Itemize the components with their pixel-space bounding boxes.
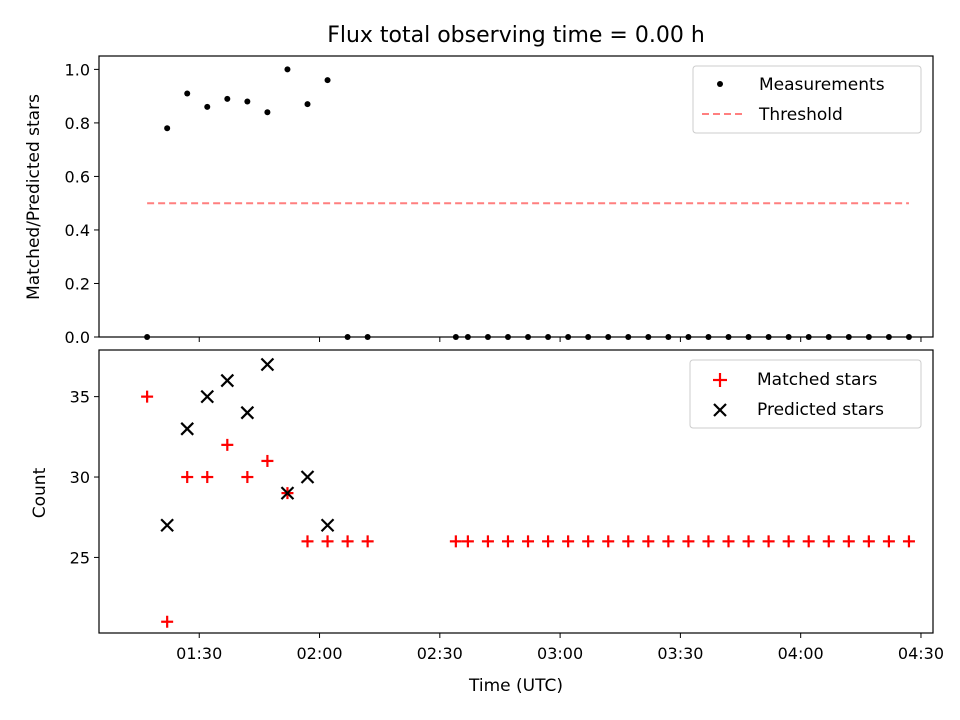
matched-star-point	[742, 535, 755, 548]
matched-star-point	[221, 438, 234, 451]
matched-star-point	[582, 535, 595, 548]
matched-star-point	[622, 535, 635, 548]
matched-star-point	[321, 535, 334, 548]
measurement-point	[304, 101, 311, 108]
top-y-tick-label: 0.4	[65, 221, 90, 240]
top-y-tick-label: 0.6	[65, 167, 90, 186]
matched-star-point	[702, 535, 715, 548]
top-legend-box	[692, 65, 922, 134]
matched-star-point	[522, 535, 535, 548]
legend-predicted-label: Predicted stars	[757, 400, 884, 420]
x-tick-label: 02:00	[296, 644, 342, 663]
predicted-star-point	[220, 373, 235, 388]
chart-title: Flux total observing time = 0.00 h	[327, 23, 705, 48]
measurement-point	[164, 125, 171, 132]
x-tick-label: 01:30	[176, 644, 222, 663]
x-axis-label: Time (UTC)	[468, 676, 563, 696]
predicted-star-point	[160, 518, 174, 533]
measurement-point	[224, 95, 231, 102]
matched-star-point	[542, 535, 555, 548]
matched-star-point	[361, 535, 374, 548]
measurement-point	[324, 77, 331, 84]
bottom-legend: Matched stars Predicted stars	[689, 359, 922, 429]
legend-measurements-marker	[717, 81, 723, 87]
matched-star-point	[642, 535, 655, 548]
bottom-legend-box	[689, 359, 922, 429]
matched-star-point	[161, 615, 174, 628]
x-tick-label: 02:30	[417, 644, 463, 663]
top-panel: Flux total observing time = 0.00 h Match…	[24, 23, 934, 340]
top-y-axis-label: Matched/Predicted stars	[24, 94, 44, 300]
predicted-star-point	[240, 405, 255, 420]
matched-star-point	[141, 390, 154, 403]
matched-star-point	[501, 535, 514, 548]
bottom-y-axis-label: Count	[30, 467, 50, 518]
matched-star-point	[461, 535, 474, 548]
matched-star-point	[301, 535, 314, 548]
legend-matched-label: Matched stars	[757, 370, 877, 390]
matched-star-point	[902, 535, 915, 548]
matched-star-point	[682, 535, 695, 548]
bottom-y-tick-label: 35	[70, 388, 90, 407]
matched-star-point	[481, 535, 494, 548]
predicted-star-point	[260, 357, 275, 372]
top-y-tick-label: 0.8	[65, 114, 90, 133]
predicted-star-point	[300, 470, 315, 484]
x-tick-label: 04:30	[898, 644, 944, 663]
matched-star-point	[662, 535, 675, 548]
bottom-panel: Count Time (UTC) Matched stars Predicted…	[30, 349, 934, 696]
matched-star-point	[562, 535, 575, 548]
measurement-point	[264, 109, 271, 116]
matched-star-point	[341, 535, 354, 548]
x-tick-label: 03:30	[657, 644, 703, 663]
matched-star-point	[802, 535, 815, 548]
legend-predicted-marker	[713, 403, 727, 417]
bottom-y-tick-label: 25	[70, 548, 90, 567]
bottom-y-tick-label: 30	[70, 468, 90, 487]
legend-measurements-label: Measurements	[759, 75, 885, 95]
measurement-point	[244, 98, 251, 105]
matched-star-point	[862, 535, 875, 548]
top-legend: Measurements Threshold	[692, 65, 922, 134]
matched-star-point	[882, 535, 895, 548]
matched-star-point	[602, 535, 615, 548]
predicted-star-point	[180, 422, 194, 436]
matched-star-point	[449, 535, 462, 548]
matched-star-point	[782, 535, 795, 548]
matched-star-point	[241, 471, 254, 484]
matched-star-point	[201, 471, 214, 484]
matched-star-point	[181, 471, 194, 484]
top-plot-frame	[98, 55, 934, 338]
matched-star-point	[722, 535, 735, 548]
top-y-tick-label: 0.0	[65, 328, 90, 347]
legend-matched-marker	[713, 373, 727, 387]
predicted-star-point	[200, 389, 215, 404]
top-y-tick-label: 1.0	[65, 60, 90, 79]
bottom-plot-area	[141, 357, 915, 628]
x-tick-label: 04:00	[778, 644, 824, 663]
measurement-point	[284, 66, 291, 73]
matched-star-point	[762, 535, 775, 548]
measurement-point	[204, 103, 211, 110]
matched-star-point	[842, 535, 855, 548]
measurement-point	[184, 90, 191, 97]
matched-star-point	[261, 454, 274, 467]
predicted-star-point	[320, 518, 335, 533]
bottom-plot-frame	[98, 349, 934, 634]
top-plot-area	[144, 66, 912, 340]
top-y-tick-label: 0.2	[65, 274, 90, 293]
legend-threshold-label: Threshold	[758, 105, 843, 125]
matched-star-point	[822, 535, 835, 548]
predicted-star-point	[280, 486, 295, 500]
x-tick-label: 03:00	[537, 644, 583, 663]
